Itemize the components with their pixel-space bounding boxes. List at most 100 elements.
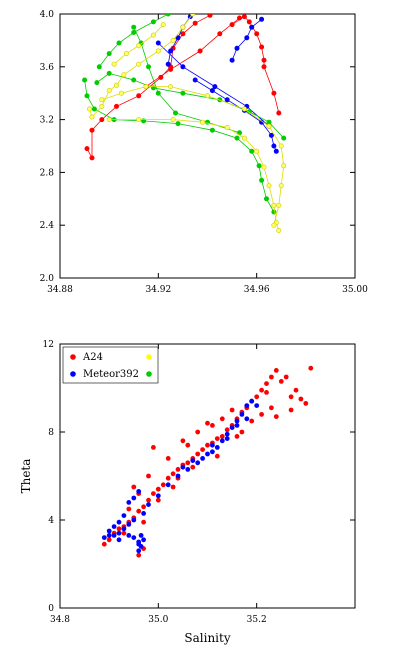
scatter-point [273,414,279,419]
data-point [173,110,179,116]
data-point [212,84,218,90]
scatter-point [288,394,294,400]
data-point [175,121,181,127]
scatter-point [116,526,122,532]
data-point [271,222,277,228]
scatter-point [259,387,264,393]
data-point [241,135,247,141]
data-point [160,22,166,28]
data-point [276,110,282,116]
scatter-point [254,394,260,400]
data-point [237,15,243,21]
scatter-point [131,484,137,490]
scatter-point [185,442,191,448]
scatter-point [131,495,137,501]
scatter-point [111,533,117,538]
top-y-tick-label: 3.6 [40,63,55,73]
data-point [99,117,105,123]
data-point [271,209,277,215]
scatter-point [141,511,147,516]
scatter-point [111,524,117,529]
data-point [276,202,282,208]
scatter-point [151,491,156,496]
series-line-1 [231,16,280,114]
scatter-point [136,548,142,554]
scatter-point [249,398,255,404]
data-point [170,37,176,43]
scatter-point [195,429,201,435]
scatter-point [234,423,240,428]
data-point [261,64,267,70]
data-point [99,103,105,109]
legend-label-a24: A24 [82,352,103,363]
data-point [136,117,142,123]
data-point [281,135,287,141]
data-point [99,97,105,103]
data-point [261,164,267,170]
scatter-point [106,528,112,534]
scatter-point [146,497,151,503]
data-point [254,148,260,154]
data-point [106,117,112,123]
scatter-point [106,533,112,538]
scatter-point [151,445,156,450]
scatter-point [303,401,309,406]
bottom-panel: 34.8 35.0 35.2 0 4 8 12 Salinity Theta A24 Met… [19,340,356,645]
legend-label-meteor392: Meteor392 [83,369,139,380]
data-point [136,93,142,99]
data-point [268,132,274,138]
scatter-point [170,484,176,490]
data-point [143,84,149,90]
scatter-point [224,436,230,441]
top-x-tick-label: 34.96 [244,285,270,295]
scatter-point [185,467,191,472]
scatter-point [264,381,269,386]
bottom-x-tick-label: 35.0 [148,615,168,625]
data-point [205,93,211,99]
scatter-point [293,387,299,393]
scatter-point [214,445,220,450]
data-point [249,24,255,30]
data-point [209,88,215,94]
data-point [114,82,120,88]
scatter-point [200,447,206,452]
series-line-8 [98,14,169,68]
data-point [254,31,260,37]
data-point [175,35,181,41]
legend-marker-green [146,371,152,377]
data-point [192,20,198,26]
scatter-point [185,460,191,466]
scatter-point [229,425,235,430]
scatter-point [283,374,289,380]
scatter-point [136,552,142,558]
top-series-lines [82,14,287,234]
scatter-point [136,508,142,514]
scatter-point [219,434,225,439]
scatter-point [210,449,215,455]
scatter-point [244,403,250,408]
data-point [180,24,186,30]
data-point [150,19,156,25]
data-point [84,146,90,152]
data-point [263,196,269,202]
data-point [89,114,95,120]
scatter-point [146,473,151,479]
data-point [200,119,206,125]
data-point [114,103,120,109]
series-line-13 [101,86,285,226]
scatter-point [264,390,269,395]
scatter-point [131,535,137,540]
data-point [271,90,277,96]
bottom-x-tick-label: 35.2 [247,615,267,625]
data-point [94,80,100,86]
data-point [271,202,277,208]
scatter-point [229,407,235,413]
top-plot-frame [59,13,356,279]
scatter-point [116,530,122,536]
data-point [234,45,240,51]
bottom-y-tick-label: 0 [48,604,54,614]
series-line-9 [96,72,284,139]
data-point [276,228,282,234]
scatter-point [205,442,210,448]
scatter-point [126,506,132,512]
